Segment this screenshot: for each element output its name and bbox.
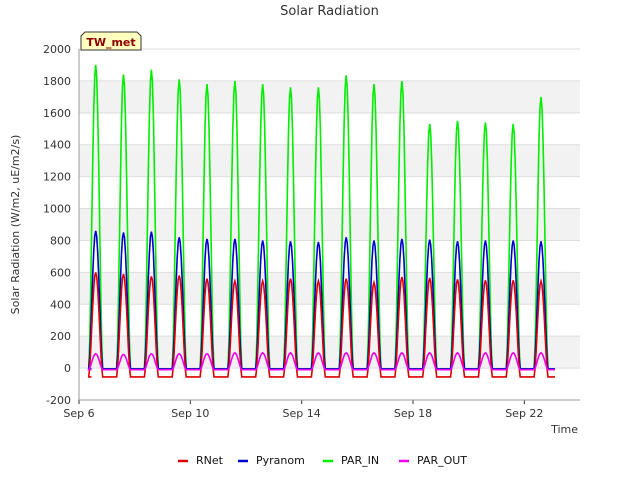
- x-tick-label: Sep 6: [63, 407, 94, 420]
- y-tick-label: 1600: [43, 107, 71, 120]
- legend-label: PAR_IN: [341, 454, 379, 467]
- grid-band: [79, 208, 580, 241]
- chart-title: Solar Radiation: [280, 4, 379, 19]
- y-tick-label: 1400: [43, 139, 71, 152]
- site-label-box: [80, 31, 142, 51]
- y-tick-label: 0: [64, 362, 71, 375]
- x-tick-label: Sep 18: [394, 407, 432, 420]
- y-tick-label: 1800: [43, 75, 71, 88]
- y-tick-label: 400: [50, 298, 71, 311]
- series-line-rnet: [87, 272, 555, 378]
- y-tick-label: 1000: [43, 203, 71, 216]
- x-tick-label: Sep 14: [283, 407, 321, 420]
- series-line-pyranom: [87, 230, 555, 370]
- series-line-par-in: [87, 64, 555, 370]
- y-tick-label: 600: [50, 266, 71, 279]
- site-label-text: TW_met: [86, 36, 135, 49]
- legend-label: RNet: [196, 454, 224, 467]
- y-tick-label: 200: [50, 330, 71, 343]
- y-axis-label: Solar Radiation (W/m2, uE/m2/s): [9, 135, 22, 315]
- site-label-badge: TW_met: [80, 31, 142, 51]
- series-line-par-out: [87, 351, 555, 371]
- x-tick-label: Sep 22: [505, 407, 543, 420]
- y-tick-label: -200: [46, 394, 71, 407]
- grid-band: [79, 272, 580, 305]
- x-tick-label: Sep 10: [171, 407, 209, 420]
- grid-band: [79, 336, 580, 369]
- grid-band: [79, 80, 580, 113]
- y-tick-label: 1200: [43, 171, 71, 184]
- grid-band: [79, 144, 580, 177]
- x-axis-label: Time: [550, 423, 578, 436]
- y-tick-label: 2000: [43, 43, 71, 56]
- legend-label: Pyranom: [256, 454, 305, 467]
- y-tick-label: 800: [50, 234, 71, 247]
- legend-label: PAR_OUT: [417, 454, 467, 467]
